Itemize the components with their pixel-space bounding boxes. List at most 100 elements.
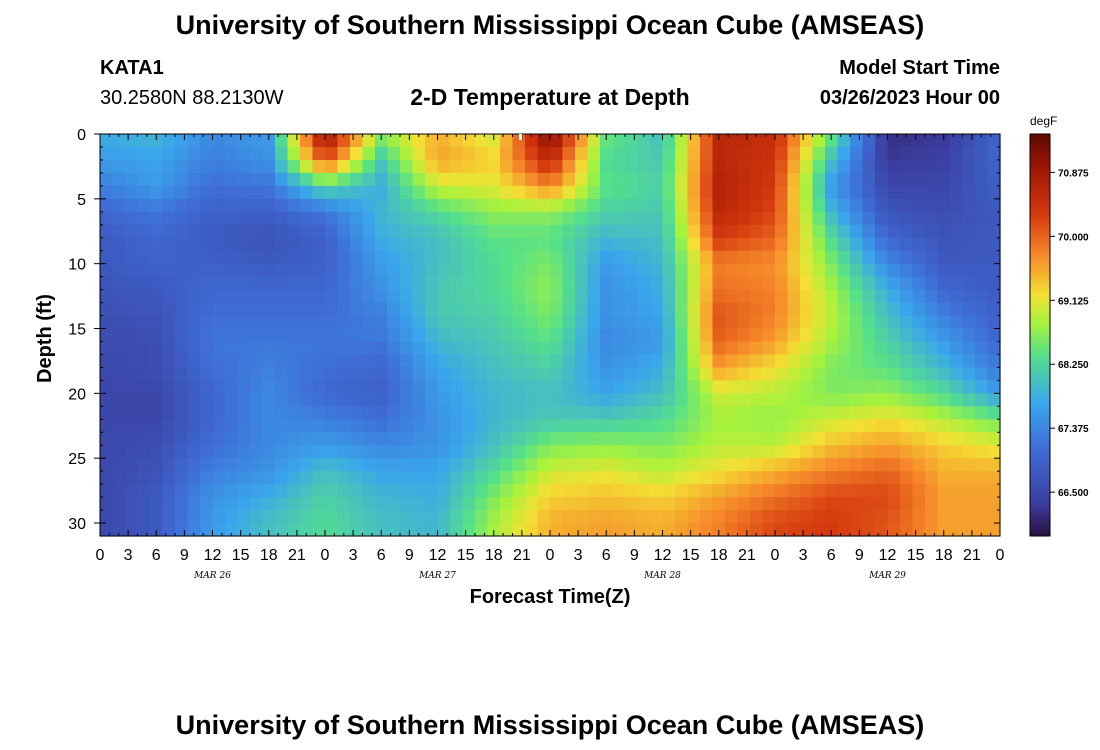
heatmap-cell — [712, 393, 726, 407]
heatmap-cell — [625, 237, 639, 252]
heatmap-cell — [350, 432, 364, 446]
heatmap-cell — [762, 146, 776, 161]
heatmap-cell — [962, 419, 976, 433]
heatmap-cell — [100, 328, 114, 343]
heatmap-cell — [912, 341, 926, 356]
heatmap-cell — [700, 224, 714, 239]
heatmap-cell — [900, 367, 914, 381]
heatmap-cell — [550, 341, 564, 356]
heatmap-cell — [550, 406, 564, 420]
heatmap-cell — [950, 380, 964, 394]
heatmap-cell — [275, 497, 289, 511]
heatmap-cell — [550, 445, 564, 459]
heatmap-cell — [812, 393, 826, 407]
heatmap-cell — [275, 432, 289, 446]
heatmap-cell — [500, 198, 514, 213]
heatmap-cell — [175, 432, 189, 446]
heatmap-cell — [912, 380, 926, 394]
heatmap-cell — [737, 510, 751, 524]
heatmap-cell — [237, 185, 251, 200]
heatmap-cell — [575, 328, 589, 343]
heatmap-cell — [687, 341, 701, 356]
heatmap-cell — [750, 510, 764, 524]
heatmap-cell — [812, 484, 826, 498]
heatmap-cell — [387, 211, 401, 226]
x-tick-label: 15 — [232, 547, 250, 564]
heatmap-cell — [800, 419, 814, 433]
heatmap-cell — [750, 354, 764, 369]
heatmap-cell — [962, 315, 976, 330]
heatmap-cell — [312, 458, 326, 472]
heatmap-cell — [737, 146, 751, 161]
heatmap-cell — [875, 276, 889, 291]
heatmap-cell — [150, 172, 164, 187]
heatmap-cell — [225, 289, 239, 304]
heatmap-cell — [300, 354, 314, 369]
heatmap-cell — [250, 302, 264, 317]
heatmap-cell — [750, 406, 764, 420]
heatmap-cell — [512, 172, 526, 187]
heatmap-cell — [212, 315, 226, 330]
heatmap-cell — [987, 237, 1001, 252]
heatmap-cell — [387, 419, 401, 433]
heatmap-cell — [337, 484, 351, 498]
heatmap-cell — [987, 159, 1001, 174]
heatmap-cell — [387, 250, 401, 265]
heatmap-cell — [550, 497, 564, 511]
heatmap-cell — [487, 211, 501, 226]
x-tick-label: 6 — [602, 547, 611, 564]
heatmap-cell — [875, 445, 889, 459]
heatmap-cell — [337, 250, 351, 265]
heatmap-cell — [875, 289, 889, 304]
heatmap-cell — [575, 432, 589, 446]
heatmap-cell — [150, 159, 164, 174]
heatmap-cell — [787, 289, 801, 304]
heatmap-cell — [875, 341, 889, 356]
heatmap-cell — [687, 185, 701, 200]
heatmap-cell — [337, 263, 351, 278]
heatmap-cell — [825, 419, 839, 433]
heatmap-cell — [912, 393, 926, 407]
heatmap-cell — [800, 185, 814, 200]
heatmap-cell — [212, 211, 226, 226]
heatmap-cell — [975, 523, 989, 537]
heatmap-cell — [287, 289, 301, 304]
heatmap-cell — [987, 211, 1001, 226]
heatmap-cell — [887, 146, 901, 161]
x-tick-label: 3 — [574, 547, 583, 564]
heatmap-cell — [862, 406, 876, 420]
heatmap-cell — [500, 289, 514, 304]
heatmap-cell — [100, 471, 114, 485]
heatmap-cell — [800, 146, 814, 161]
x-tick-label: 0 — [771, 547, 780, 564]
heatmap-cell — [650, 510, 664, 524]
heatmap-cell — [375, 289, 389, 304]
heatmap-cell — [100, 367, 114, 381]
heatmap-cell — [775, 237, 789, 252]
y-tick-label: 30 — [68, 516, 86, 533]
heatmap-cell — [562, 419, 576, 433]
heatmap-cell — [525, 198, 539, 213]
heatmap-cell — [150, 315, 164, 330]
heatmap-cell — [162, 315, 176, 330]
heatmap-cell — [312, 172, 326, 187]
heatmap-cell — [412, 419, 426, 433]
heatmap-cell — [587, 471, 601, 485]
heatmap-cell — [387, 406, 401, 420]
heatmap-cell — [100, 484, 114, 498]
heatmap-cell — [362, 172, 376, 187]
heatmap-cell — [175, 276, 189, 291]
y-tick-label: 10 — [68, 257, 86, 274]
heatmap-cell — [987, 172, 1001, 187]
heatmap-cell — [750, 159, 764, 174]
heatmap-cell — [325, 393, 339, 407]
heatmap-cell — [975, 393, 989, 407]
heatmap-cell — [137, 406, 151, 420]
heatmap-cell — [662, 419, 676, 433]
heatmap-cell — [350, 367, 364, 381]
heatmap-cell — [525, 328, 539, 343]
heatmap-cell — [537, 497, 551, 511]
heatmap-cell — [575, 198, 589, 213]
heatmap-cell — [275, 146, 289, 161]
heatmap-cell — [437, 380, 451, 394]
